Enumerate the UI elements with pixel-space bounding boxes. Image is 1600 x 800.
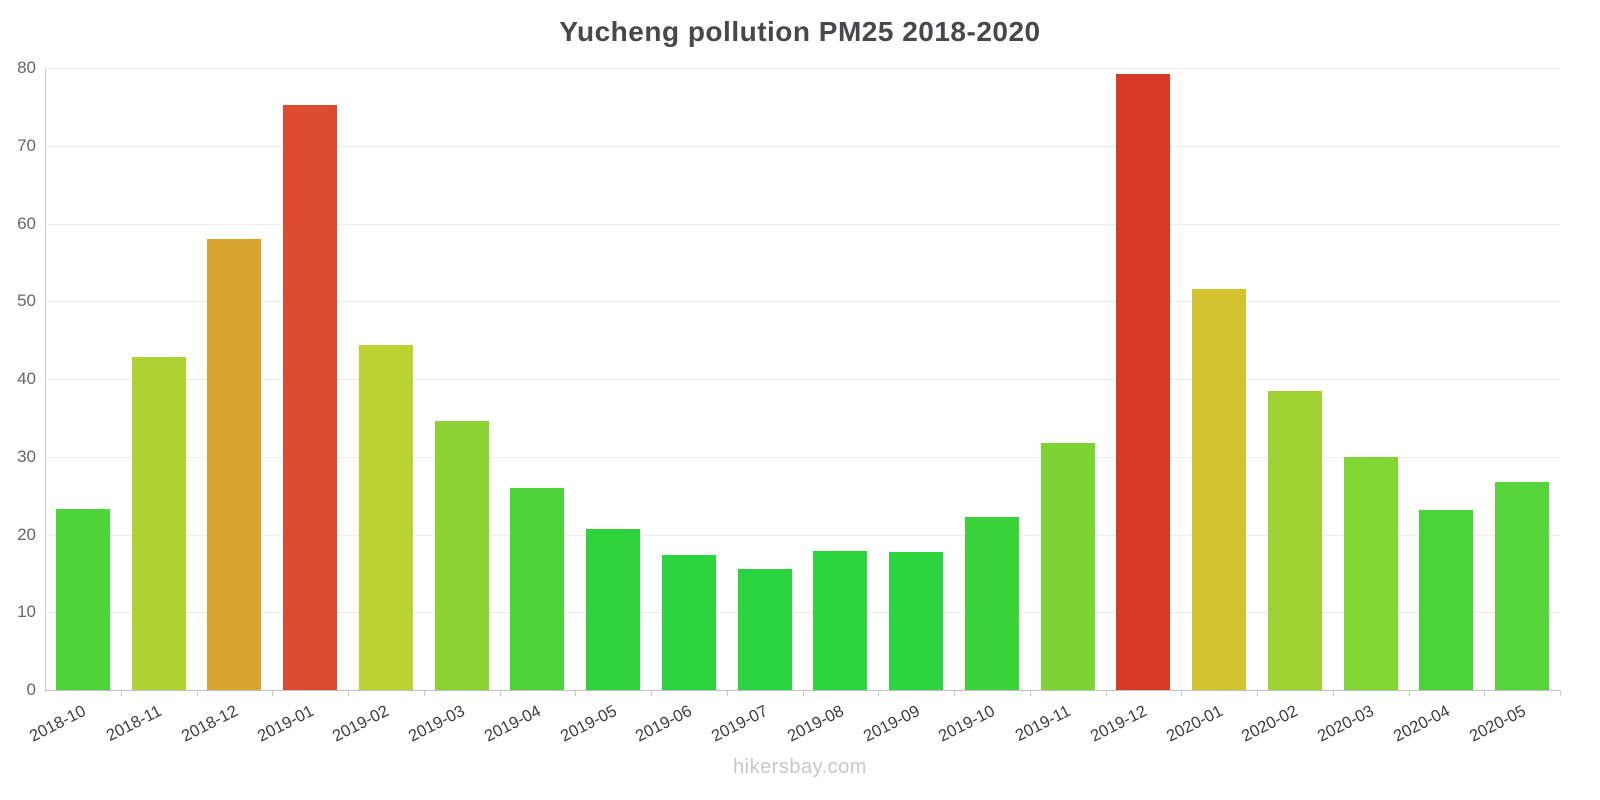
bar-2019-12[interactable] (1116, 74, 1171, 690)
x-tick-label: 2019-02 (329, 702, 393, 746)
gridline (45, 301, 1560, 303)
chart-title: Yucheng pollution PM25 2018-2020 (559, 16, 1041, 47)
gridline (45, 456, 1560, 458)
y-tick-label: 0 (26, 680, 36, 699)
x-tick-mark (196, 690, 198, 696)
bar-2020-01[interactable] (1192, 288, 1247, 690)
gridline (45, 223, 1560, 225)
y-tick-label: 50 (17, 291, 36, 311)
x-tick-label: 2019-08 (784, 702, 847, 746)
x-tick-label: 2020-04 (1390, 702, 1453, 746)
gridline (45, 612, 1560, 614)
x-tick-label: 2019-01 (254, 702, 317, 746)
x-tick-label: 2020-03 (1314, 702, 1377, 746)
y-tick-label: 10 (17, 602, 36, 622)
x-tick-label: 2020-05 (1466, 702, 1529, 746)
x-tick-label: 2019-06 (632, 702, 696, 746)
bar-2020-02[interactable] (1267, 391, 1322, 690)
x-tick-mark (120, 690, 122, 696)
watermark-text: hikersbay.com (733, 756, 867, 778)
x-tick-mark (575, 690, 577, 696)
x-tick-mark (1408, 690, 1410, 696)
gridline (45, 379, 1560, 380)
x-tick-label: 2019-09 (860, 702, 923, 746)
x-tick-mark (1484, 690, 1486, 696)
x-tick-mark (348, 690, 349, 696)
x-tick-mark (651, 690, 652, 696)
bar-2019-05[interactable] (586, 529, 641, 690)
x-tick-mark (726, 690, 728, 696)
x-tick-label: 2019-04 (481, 702, 544, 746)
x-tick-mark (423, 690, 425, 696)
x-tick-label: 2019-07 (708, 702, 771, 746)
bar-2019-11[interactable] (1040, 442, 1095, 690)
y-tick-label: 40 (17, 369, 36, 388)
x-tick-mark (1560, 690, 1561, 696)
x-tick-label: 2019-12 (1087, 702, 1150, 746)
x-tick-mark (499, 690, 501, 696)
bar-2019-10[interactable] (964, 517, 1019, 690)
x-tick-label: 2019-10 (935, 702, 999, 746)
bar-2020-04[interactable] (1419, 509, 1474, 690)
bar-2019-08[interactable] (813, 550, 868, 690)
x-tick-mark (954, 690, 955, 696)
bar-2018-12[interactable] (207, 239, 262, 690)
y-tick-label: 70 (17, 135, 36, 155)
bar-2018-10[interactable] (55, 508, 110, 690)
bar-2019-02[interactable] (358, 344, 413, 690)
x-tick-mark (878, 690, 880, 696)
bar-2019-04[interactable] (510, 487, 565, 690)
plot-area: 0 10 20 30 40 50 60 70 80 2018-10 2018-11 2018-12 20… (17, 59, 1561, 746)
x-tick-mark (1332, 690, 1334, 696)
y-tick-label: 80 (17, 58, 36, 77)
x-tick-label: 2020-02 (1238, 702, 1302, 746)
bar-2018-11[interactable] (131, 357, 186, 690)
gridline (45, 68, 1560, 69)
x-tick-label: 2019-05 (557, 702, 620, 746)
x-tick-mark (1029, 690, 1031, 696)
bar-2019-01[interactable] (283, 104, 338, 690)
x-tick-mark (272, 690, 274, 696)
bar-2020-03[interactable] (1343, 456, 1398, 690)
x-tick-mark (1257, 690, 1258, 696)
x-tick-mark (1105, 690, 1107, 696)
y-tick-label: 30 (17, 446, 36, 466)
x-tick-mark (802, 690, 804, 696)
x-tick-label: 2019-11 (1012, 702, 1074, 745)
gridline (45, 145, 1560, 147)
y-tick-label: 60 (17, 213, 36, 233)
x-tick-label: 2018-10 (26, 702, 90, 746)
bar-2019-07[interactable] (737, 569, 792, 690)
x-tick-label: 2018-12 (178, 702, 241, 746)
bar-2020-05[interactable] (1495, 481, 1550, 690)
x-tick-mark (1181, 690, 1183, 696)
x-tick-label: 2020-01 (1163, 702, 1226, 746)
x-tick-label: 2018-11 (103, 702, 165, 745)
bar-2019-06[interactable] (661, 555, 716, 690)
gridline (45, 534, 1560, 536)
bar-2019-09[interactable] (889, 551, 944, 690)
x-tick-label: 2019-03 (405, 702, 468, 746)
bar-2019-03[interactable] (434, 420, 489, 690)
y-tick-label: 20 (17, 524, 36, 544)
